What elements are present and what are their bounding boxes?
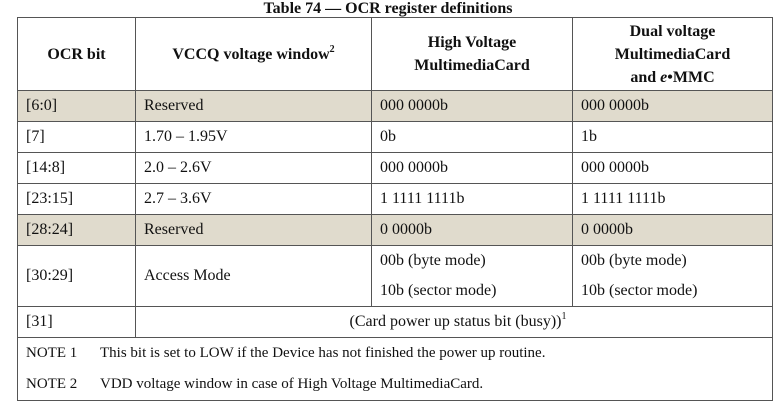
table-row: [28:24] Reserved 0 0000b 0 0000b xyxy=(17,214,773,246)
footnote-ref-1: 1 xyxy=(561,311,567,322)
cell-dual: 0 0000b xyxy=(572,214,773,246)
cell-bit: [30:29] xyxy=(17,245,136,307)
cell-window: Reserved xyxy=(135,90,372,122)
cell-dual: 00b (byte mode) 10b (sector mode) xyxy=(572,245,773,307)
header-dual-line3: and e•MMC xyxy=(573,66,772,89)
note-text: VDD voltage window in case of High Volta… xyxy=(100,376,484,392)
cell-hv: 000 0000b xyxy=(371,90,573,122)
cell-dual: 000 0000b xyxy=(572,90,773,122)
cell-hv-sector-mode: 10b (sector mode) xyxy=(380,282,497,299)
cell-dual-byte-mode: 00b (byte mode) xyxy=(581,252,687,269)
cell-bit: [7] xyxy=(17,121,136,153)
header-dual-line1: Dual voltage xyxy=(629,22,716,40)
busy-text: (Card power up status bit (busy)) xyxy=(349,313,562,330)
footnote-ref-2: 2 xyxy=(329,43,335,55)
header-vccq-window: VCCQ voltage window2 xyxy=(135,17,372,91)
header-dual-e: e xyxy=(660,68,668,86)
cell-dual: 1b xyxy=(572,121,773,153)
note-row: NOTE 1 This bit is set to LOW if the Devi… xyxy=(17,337,773,369)
cell-window: Access Mode xyxy=(135,245,372,307)
note-1: NOTE 1 This bit is set to LOW if the Devi… xyxy=(17,337,773,369)
table-row: [23:15] 2.7 – 3.6V 1 1111 1111b 1 1111 1… xyxy=(17,183,773,215)
header-hv-line1: High Voltage xyxy=(427,34,517,51)
cell-hv: 00b (byte mode) 10b (sector mode) xyxy=(371,245,573,307)
cell-hv: 0 0000b xyxy=(371,214,573,246)
cell-hv-byte-mode: 00b (byte mode) xyxy=(380,252,486,269)
cell-hv: 0b xyxy=(371,121,573,153)
note-2: NOTE 2 VDD voltage window in case of High… xyxy=(17,369,773,401)
cell-bit: [14:8] xyxy=(17,152,136,184)
cell-window: Reserved xyxy=(135,214,372,246)
cell-busy-description: (Card power up status bit (busy))1 xyxy=(135,306,773,338)
header-dual-line2: MultimediaCard xyxy=(614,45,731,63)
note-label: NOTE 2 xyxy=(26,376,78,392)
table-row-busy: [31] (Card power up status bit (busy))1 xyxy=(17,306,773,338)
cell-bit: [23:15] xyxy=(17,183,136,215)
table-row-access-mode: [30:29] Access Mode 00b (byte mode) 10b … xyxy=(17,245,773,307)
header-dual-and: and xyxy=(630,68,661,86)
cell-dual-sector-mode: 10b (sector mode) xyxy=(581,282,698,299)
note-text: This bit is set to LOW if the Device has… xyxy=(100,345,546,361)
cell-window: 2.7 – 3.6V xyxy=(135,183,372,215)
ocr-register-table: OCR bit VCCQ voltage window2 High Voltag… xyxy=(17,17,773,401)
note-row: NOTE 2 VDD voltage window in case of High… xyxy=(17,369,773,401)
table-title: Table 74 — OCR register definitions xyxy=(263,0,513,17)
header-hv-line2: MultimediaCard xyxy=(414,57,530,74)
header-ocr-bit: OCR bit xyxy=(17,17,136,91)
header-high-voltage: High Voltage MultimediaCard xyxy=(371,17,573,91)
cell-hv: 000 0000b xyxy=(371,152,573,184)
table-row: [7] 1.70 – 1.95V 0b 1b xyxy=(17,121,773,153)
cell-hv: 1 1111 1111b xyxy=(371,183,573,215)
note-label: NOTE 1 xyxy=(26,345,78,361)
cell-dual: 1 1111 1111b xyxy=(572,183,773,215)
table-row: [14:8] 2.0 – 2.6V 000 0000b 000 0000b xyxy=(17,152,773,184)
cell-window: 1.70 – 1.95V xyxy=(135,121,372,153)
cell-bit: [6:0] xyxy=(17,90,136,122)
cell-window: 2.0 – 2.6V xyxy=(135,152,372,184)
cell-bit: [28:24] xyxy=(17,214,136,246)
header-row: OCR bit VCCQ voltage window2 High Voltag… xyxy=(17,17,773,91)
table-row: [6:0] Reserved 000 0000b 000 0000b xyxy=(17,90,773,122)
cell-bit: [31] xyxy=(17,306,136,338)
cell-dual: 000 0000b xyxy=(572,152,773,184)
header-dual-mmc: •MMC xyxy=(667,68,715,86)
header-dual-voltage: Dual voltage MultimediaCard and e•MMC xyxy=(572,17,773,91)
header-vccq-label: VCCQ voltage window xyxy=(172,45,330,63)
